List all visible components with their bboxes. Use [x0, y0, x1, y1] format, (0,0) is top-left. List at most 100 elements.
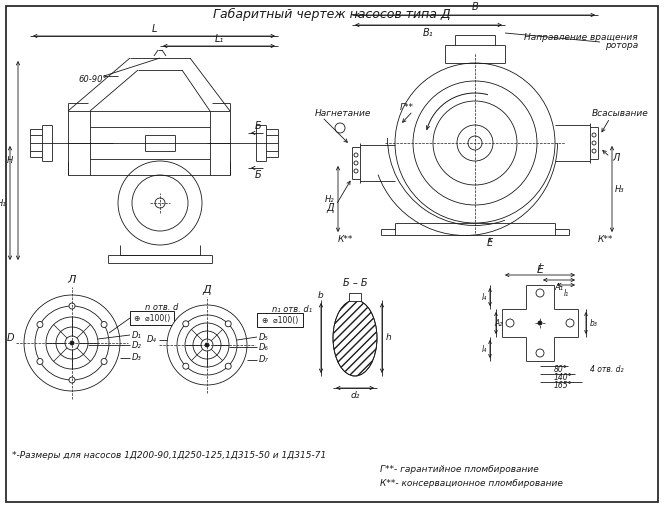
Text: l₄: l₄ [481, 293, 487, 302]
Circle shape [592, 149, 596, 153]
Text: D₅: D₅ [259, 333, 269, 341]
Text: D₃: D₃ [132, 354, 142, 363]
Bar [130, 311, 174, 325]
Text: D₄: D₄ [147, 335, 157, 344]
Ellipse shape [333, 300, 377, 376]
Text: Г**- гарантийное пломбирование: Г**- гарантийное пломбирование [380, 465, 539, 474]
Circle shape [155, 198, 165, 208]
Text: Д: Д [326, 203, 334, 213]
Text: ⊕  ⌀100(): ⊕ ⌀100() [134, 313, 170, 323]
Text: H₂: H₂ [325, 195, 335, 204]
Text: 140°: 140° [554, 372, 572, 382]
Circle shape [37, 359, 43, 365]
Circle shape [101, 359, 107, 365]
Circle shape [118, 161, 202, 245]
Circle shape [65, 336, 79, 350]
Text: Б – Б: Б – Б [343, 278, 367, 288]
Text: Направление вращения: Направление вращения [525, 34, 638, 43]
Circle shape [592, 133, 596, 137]
Text: D₂: D₂ [132, 340, 142, 350]
Text: 60-90°: 60-90° [78, 76, 108, 84]
Text: К**- консервационное пломбирование: К**- консервационное пломбирование [380, 479, 563, 488]
Text: Г**: Г** [400, 104, 414, 112]
Circle shape [101, 322, 107, 328]
Text: 4 отв. d₂: 4 отв. d₂ [590, 365, 623, 373]
Text: D₆: D₆ [259, 342, 269, 352]
Text: Л: Л [612, 153, 620, 163]
Text: H₁: H₁ [0, 199, 7, 207]
Circle shape [56, 327, 88, 359]
Text: Габаритный чертеж насосов типа Д: Габаритный чертеж насосов типа Д [213, 8, 451, 20]
Circle shape [566, 319, 574, 327]
Text: К**: К** [598, 235, 613, 243]
Text: Л: Л [68, 275, 76, 285]
Circle shape [35, 306, 109, 380]
Circle shape [536, 289, 544, 297]
Text: l₁: l₁ [564, 289, 568, 298]
Text: L₁: L₁ [214, 34, 224, 44]
Circle shape [354, 161, 358, 165]
Circle shape [335, 123, 345, 133]
Circle shape [395, 63, 555, 223]
Circle shape [354, 153, 358, 157]
Text: l: l [539, 263, 541, 271]
Text: ротора: ротора [605, 42, 638, 50]
Text: b₃: b₃ [590, 319, 598, 328]
Text: Б: Б [254, 170, 262, 180]
Text: A₂: A₂ [495, 319, 503, 328]
Text: D₁: D₁ [132, 331, 142, 339]
Circle shape [592, 141, 596, 145]
Circle shape [69, 377, 75, 383]
Text: Нагнетание: Нагнетание [315, 109, 371, 117]
Circle shape [538, 321, 542, 325]
Circle shape [225, 321, 231, 327]
Circle shape [46, 317, 98, 369]
Circle shape [70, 341, 74, 345]
Circle shape [69, 303, 75, 309]
Circle shape [536, 349, 544, 357]
Circle shape [183, 363, 189, 369]
Circle shape [193, 331, 221, 359]
Circle shape [37, 322, 43, 328]
Text: Всасывание: Всасывание [592, 109, 648, 117]
Text: B: B [471, 2, 478, 12]
Circle shape [506, 319, 514, 327]
Bar [349, 293, 361, 301]
Text: b: b [317, 291, 323, 300]
Text: ⊕  ⌀100(): ⊕ ⌀100() [262, 315, 298, 325]
Text: H: H [7, 156, 13, 165]
Circle shape [225, 363, 231, 369]
Circle shape [167, 305, 247, 385]
Text: h: h [386, 333, 392, 342]
Circle shape [354, 169, 358, 173]
Text: E: E [537, 265, 544, 275]
Circle shape [24, 295, 120, 391]
Circle shape [177, 315, 237, 375]
Text: n отв. d: n отв. d [145, 303, 179, 312]
Text: l₄: l₄ [481, 344, 487, 354]
Text: D₇: D₇ [259, 356, 269, 365]
Circle shape [457, 125, 493, 161]
Text: Б: Б [254, 121, 262, 131]
Text: B₁: B₁ [423, 28, 434, 38]
Circle shape [413, 81, 537, 205]
Text: Д: Д [203, 285, 211, 295]
Circle shape [183, 321, 189, 327]
Circle shape [132, 175, 188, 231]
Circle shape [433, 101, 517, 185]
Text: d₂: d₂ [351, 392, 360, 400]
Circle shape [201, 339, 213, 351]
Text: *-Размеры для насосов 1Д200-90,1Д250-125,1Д315-50 и 1Д315-71: *-Размеры для насосов 1Д200-90,1Д250-125… [12, 452, 326, 460]
Bar [257, 313, 303, 327]
Text: H₃: H₃ [615, 184, 625, 194]
Text: n₁ отв. d₁: n₁ отв. d₁ [272, 305, 312, 314]
Circle shape [205, 343, 209, 347]
Text: К**: К** [337, 235, 353, 243]
Text: A₁: A₁ [554, 282, 564, 292]
Text: D: D [7, 333, 14, 343]
Text: 80°: 80° [554, 365, 568, 373]
Text: E: E [487, 238, 493, 248]
Circle shape [468, 136, 482, 150]
Text: 165°: 165° [554, 380, 572, 390]
Circle shape [185, 323, 229, 367]
